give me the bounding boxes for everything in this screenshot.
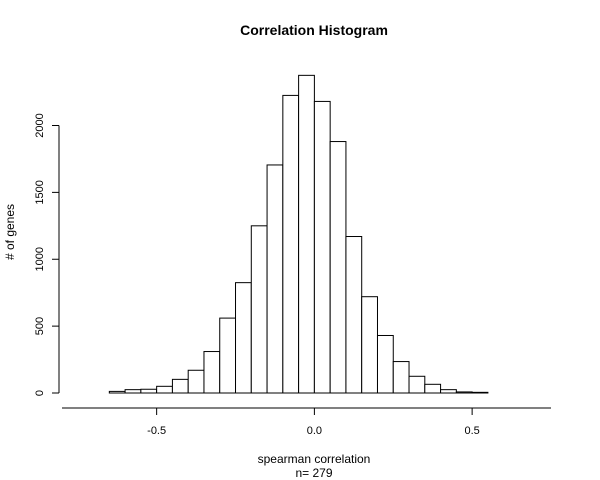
histogram-bar-14 — [329, 141, 347, 394]
histogram-bar-13 — [313, 100, 331, 394]
histogram-bar-16 — [361, 296, 378, 394]
histogram-bar-3 — [156, 385, 173, 394]
y-axis-label: # of genes — [3, 204, 17, 260]
y-axis: 0 500 1000 1500 2000 — [34, 113, 60, 396]
x-axis-label: spearman correlation — [258, 452, 371, 466]
y-tick-label-4: 2000 — [34, 113, 46, 137]
histogram-bar-7 — [219, 317, 237, 394]
histogram-bar-4 — [171, 378, 189, 394]
histogram-bar-15 — [345, 236, 363, 394]
histogram-bar-2 — [140, 388, 158, 394]
histogram-bar-1 — [124, 389, 142, 394]
histogram-bar-10 — [266, 164, 284, 394]
histogram-bar-6 — [203, 351, 221, 394]
y-tick-label-2: 1000 — [34, 247, 46, 271]
y-tick-label-3: 1500 — [34, 180, 46, 204]
histogram-bar-0 — [108, 390, 126, 394]
y-tick-label-0: 0 — [34, 390, 46, 396]
histogram-bar-12 — [298, 74, 315, 394]
histogram-bar-9 — [250, 225, 268, 394]
histogram-bar-5 — [187, 369, 205, 394]
bars-group — [108, 74, 489, 394]
histogram-bar-17 — [376, 334, 394, 394]
x-axis-sublabel: n= 279 — [295, 466, 332, 480]
histogram-bar-8 — [235, 282, 252, 394]
histogram-bar-23 — [471, 391, 489, 394]
histogram-bar-20 — [424, 383, 442, 394]
histogram-bar-21 — [440, 389, 457, 394]
x-axis: -0.5 0.0 0.5 — [62, 407, 551, 437]
histogram-bar-11 — [282, 94, 300, 394]
y-tick-label-1: 500 — [34, 317, 46, 335]
x-tick-label-0: -0.5 — [147, 425, 166, 437]
x-tick-label-2: 0.5 — [464, 425, 479, 437]
chart-title: Correlation Histogram — [240, 22, 388, 38]
histogram-bar-18 — [392, 361, 410, 394]
x-tick-label-1: 0.0 — [307, 425, 322, 437]
histogram-bar-22 — [455, 391, 473, 394]
histogram-bar-19 — [408, 375, 426, 394]
